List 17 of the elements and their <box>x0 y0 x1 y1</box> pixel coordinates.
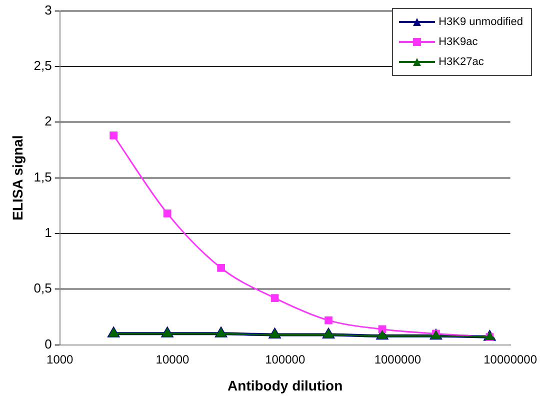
y-tick-label: 0 <box>44 336 52 352</box>
y-tick-label: 2 <box>44 114 52 129</box>
y-tick-label: 1 <box>44 225 52 240</box>
x-tick-label: 10000000 <box>484 352 538 366</box>
x-tick-label: 100000 <box>265 352 306 366</box>
legend-label: H3K9ac <box>438 36 478 48</box>
legend-label: H3K9 unmodified <box>438 16 523 28</box>
x-tick-label: 10000 <box>156 352 190 366</box>
y-axis-title: ELISA signal <box>9 135 26 220</box>
x-tick-label: 1000000 <box>374 352 422 366</box>
y-tick-label: 0,5 <box>34 280 52 296</box>
y-tick-label: 3 <box>44 2 52 18</box>
x-axis-title: Antibody dilution <box>228 377 343 394</box>
legend-label: H3K27ac <box>438 56 484 68</box>
x-tick-label: 1000 <box>46 352 74 366</box>
y-tick-label: 2,5 <box>34 58 52 74</box>
y-tick-label: 1,5 <box>34 169 52 184</box>
